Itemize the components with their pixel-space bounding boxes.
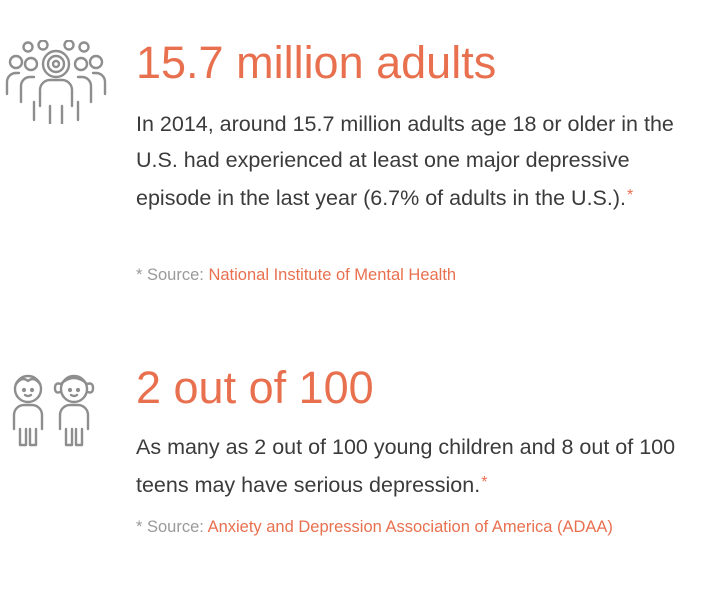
stat-description-text: As many as 2 out of 100 young children a… bbox=[136, 435, 676, 497]
stat-description: As many as 2 out of 100 young children a… bbox=[136, 429, 696, 503]
stat-headline: 2 out of 100 bbox=[136, 362, 374, 413]
source-citation: * Source: Anxiety and Depression Associa… bbox=[136, 515, 676, 539]
stat-description-text: In 2014, around 15.7 million adults age … bbox=[136, 112, 674, 210]
source-prefix: * Source: bbox=[136, 266, 204, 284]
source-link-nimh[interactable]: National Institute of Mental Health bbox=[208, 266, 457, 284]
footnote-asterisk: * bbox=[627, 187, 634, 204]
source-citation: * Source: National Institute of Mental H… bbox=[136, 263, 676, 287]
source-link-adaa[interactable]: Anxiety and Depression Association of Am… bbox=[207, 518, 613, 536]
stat-description: In 2014, around 15.7 million adults age … bbox=[136, 106, 696, 216]
crowd-target-icon bbox=[4, 40, 108, 124]
stat-headline: 15.7 million adults bbox=[136, 37, 497, 88]
footnote-asterisk: * bbox=[481, 474, 488, 491]
two-children-icon bbox=[6, 369, 98, 449]
source-prefix: * Source: bbox=[136, 518, 204, 536]
